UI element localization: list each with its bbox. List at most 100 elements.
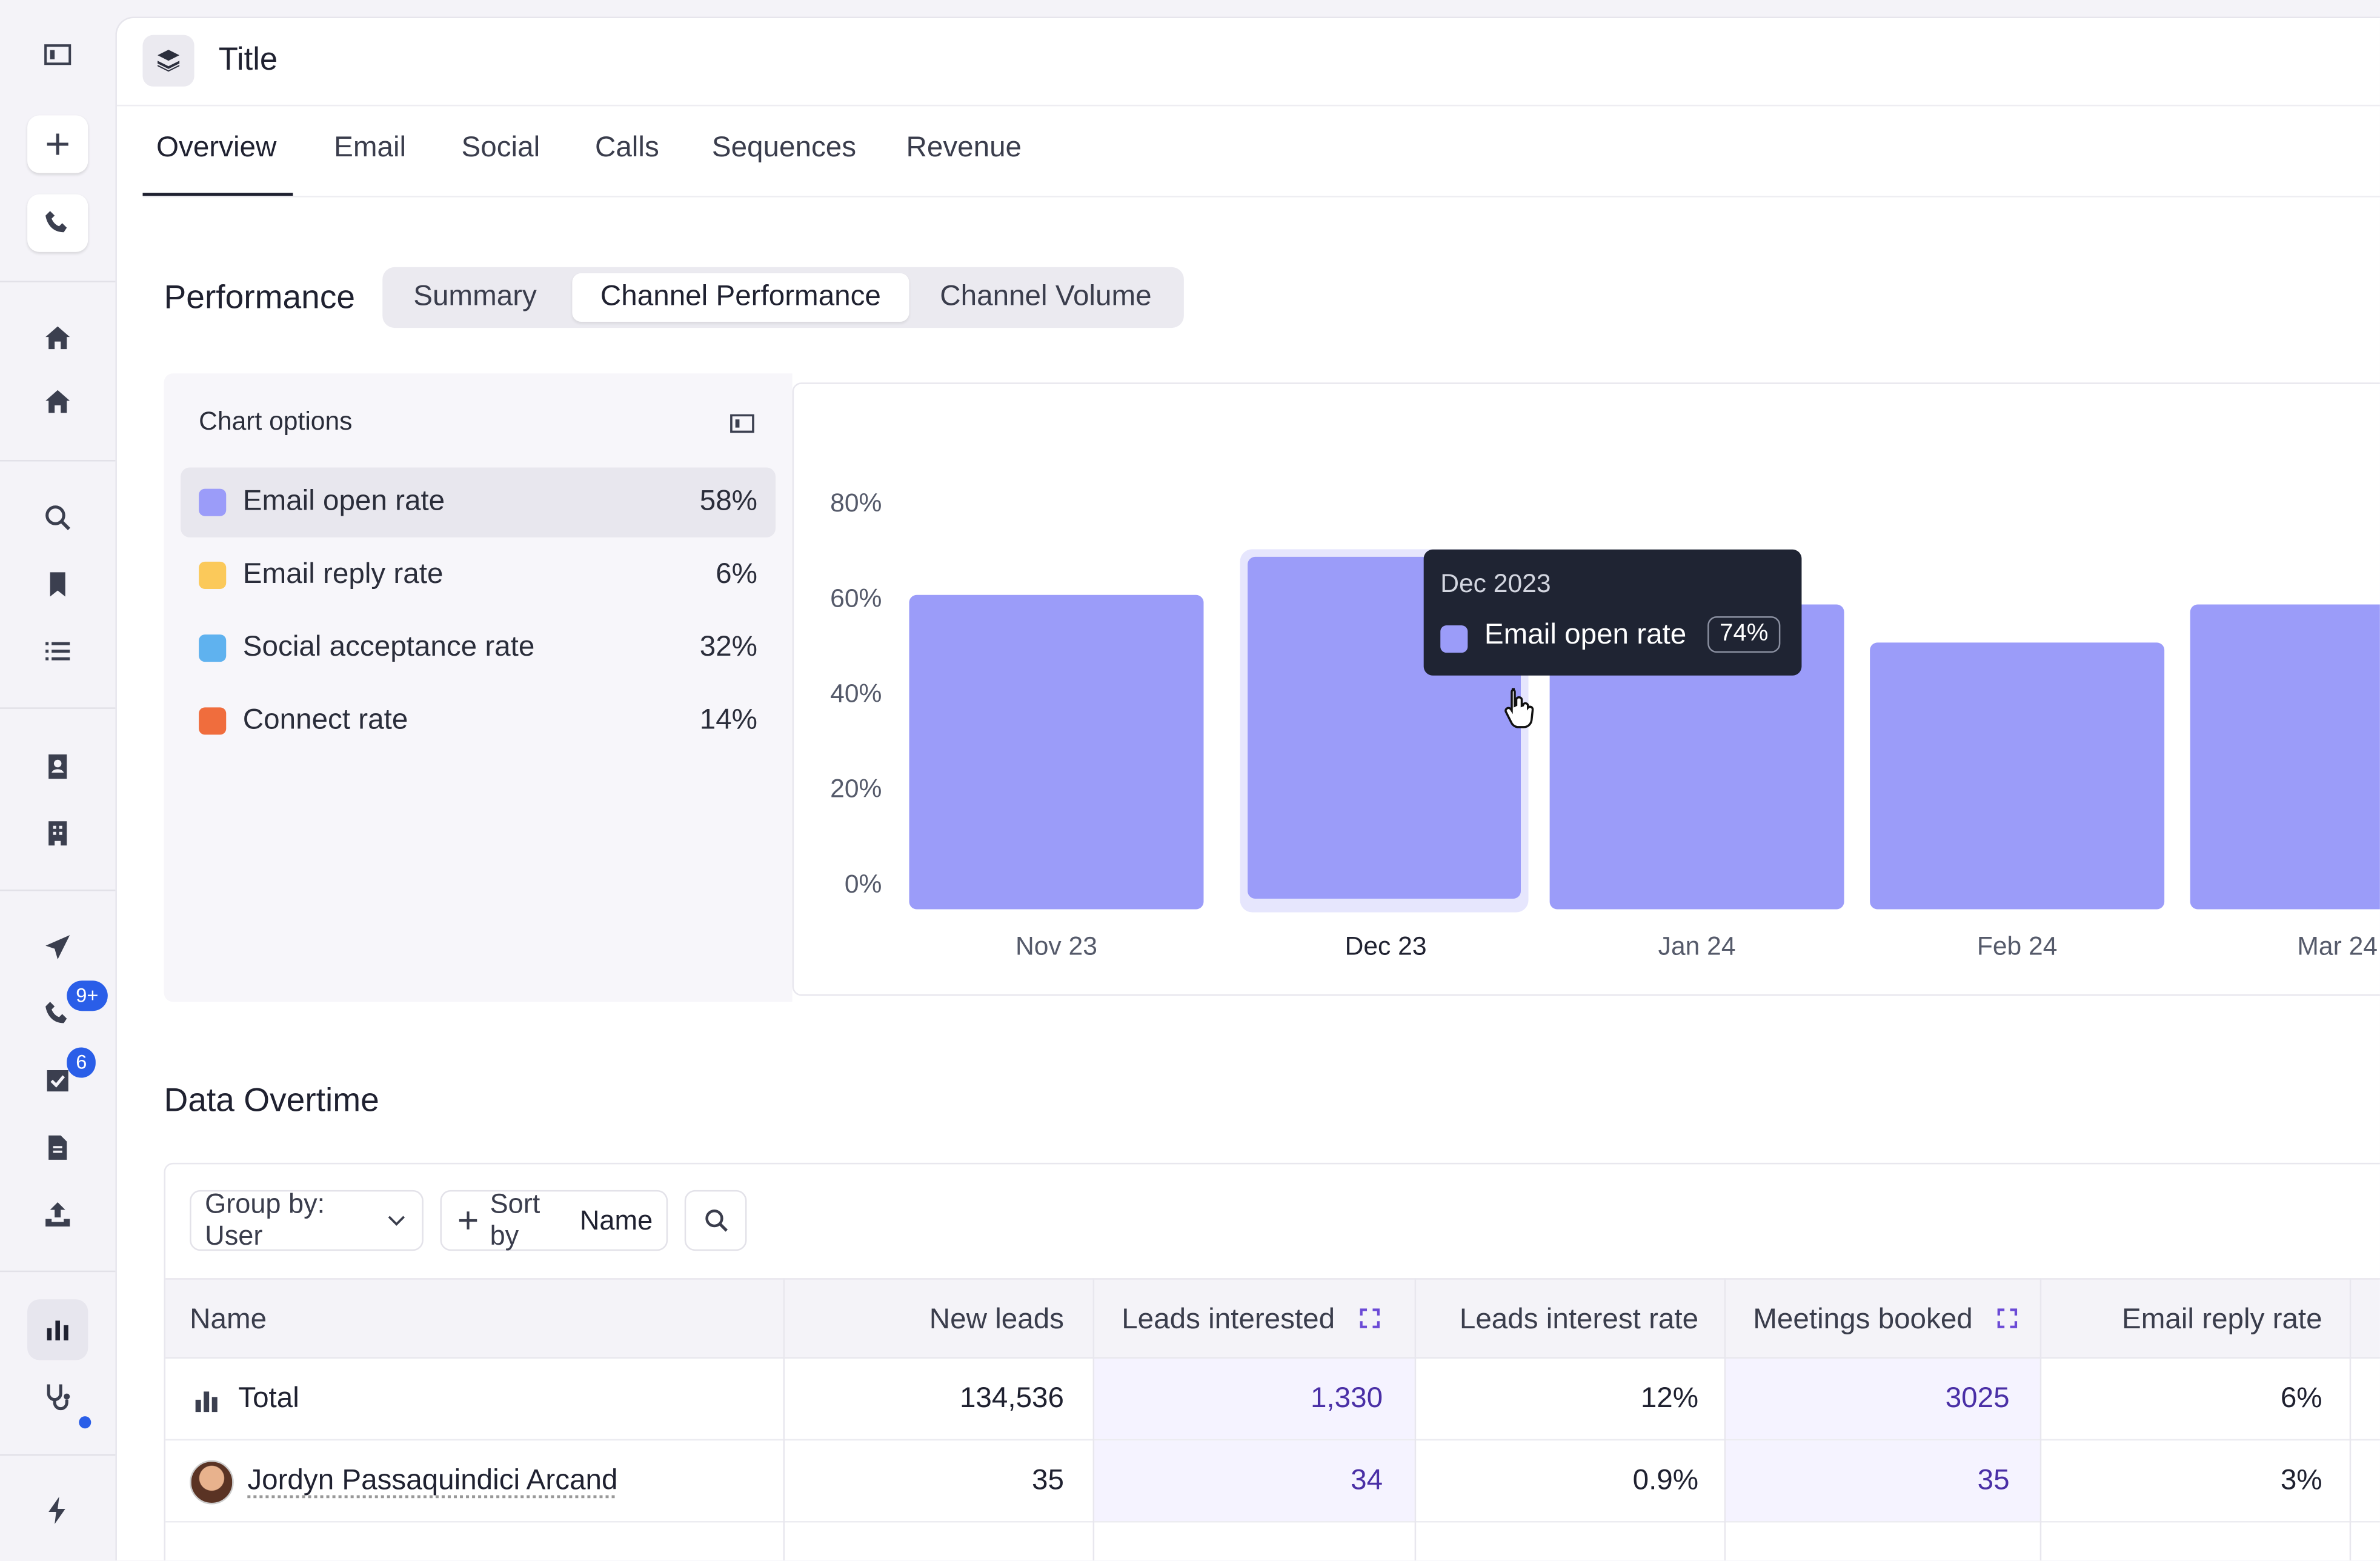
option-label: Email reply rate [242,558,444,591]
cell-meetings-booked[interactable]: 3025 [1945,1383,2010,1415]
bar-nov-23[interactable] [909,594,1204,910]
option-value: 6% [716,558,757,591]
col-email-reply-rate[interactable]: Email reply rate [2121,1303,2322,1336]
segment-channel-volume[interactable]: Channel Volume [940,281,1152,313]
option-value: 14% [699,704,757,736]
analytics-button[interactable] [27,1299,88,1360]
segment-summary[interactable]: Summary [413,281,537,313]
group-by-label: Group by: User [205,1188,325,1251]
layers-icon[interactable] [142,35,194,87]
expand-icon[interactable] [1358,1307,1381,1330]
sort-button[interactable]: Sort by Name [440,1188,668,1251]
bar-mar-24[interactable] [2190,604,2380,910]
cell-email-reply-rate: 3% [2280,1465,2322,1497]
stethoscope-icon[interactable] [27,1370,88,1424]
option-social-acceptance-rate[interactable]: Social acceptance rate 32% [181,613,776,683]
table-header: Name New leads Leads interested Leads in… [165,1278,2380,1359]
company-icon[interactable] [27,806,88,860]
tooltip-value: 74% [1707,616,1781,653]
swatch-email-open-rate [199,488,227,516]
tooltip-swatch [1440,625,1468,653]
cell-email-reply-rate: 6% [2280,1383,2322,1415]
segment-channel-performance[interactable]: Channel Performance [572,273,909,322]
col-name[interactable]: Name [190,1303,267,1336]
tab-overview[interactable]: Overview [156,131,277,164]
col-leads-interested-label: Leads interested [1122,1303,1335,1336]
calls-icon[interactable] [27,987,88,1041]
panel-toggle-icon[interactable] [725,407,759,440]
cell-leads-interested[interactable]: 34 [1351,1465,1383,1497]
option-email-open-rate[interactable]: Email open rate 58% [181,467,776,538]
bar-chart-icon [195,1391,218,1413]
x-tick-label: Dec 23 [1345,932,1427,961]
send-icon[interactable] [27,920,88,974]
tooltip-title: Dec 2023 [1440,569,1551,598]
upload-icon[interactable] [27,1187,88,1242]
cell-name: Total [238,1383,299,1415]
search-icon [705,1209,727,1232]
chart-options-panel: Chart options Email open rate 58% Email … [164,373,793,1002]
col-new-leads[interactable]: New leads [929,1303,1065,1336]
home-icon-2[interactable] [27,375,88,430]
option-label: Social acceptance rate [242,631,535,664]
calls-badge: 9+ [67,980,108,1011]
tab-revenue[interactable]: Revenue [906,131,1022,164]
table-search-button[interactable] [684,1190,747,1251]
tab-email[interactable]: Email [334,131,407,164]
top-bar: Title [116,18,2380,107]
new-button[interactable] [27,115,88,173]
document-icon[interactable] [27,1120,88,1175]
section-title-data-overtime: Data Overtime [164,1080,379,1119]
search-icon[interactable] [27,490,88,545]
option-label: Connect rate [242,704,408,736]
cell-interest-rate: 12% [1640,1383,1699,1415]
tab-social[interactable]: Social [461,131,540,164]
bookmark-icon[interactable] [27,557,88,611]
x-tick-label: Mar 24 [2297,932,2378,961]
plus-icon [459,1211,477,1230]
contacts-icon[interactable] [27,739,88,794]
data-table-card: Group by: User Sort by Name Name New lea… [164,1162,2380,1561]
avatar [190,1460,234,1505]
option-connect-rate[interactable]: Connect rate 14% [181,686,776,756]
tasks-icon[interactable] [27,1053,88,1108]
swatch-connect-rate [199,707,227,735]
hand-cursor-icon [1504,688,1534,728]
cell-new-leads: 35 [1032,1465,1065,1497]
bar-jan-24[interactable] [1549,604,1844,910]
sort-field: Name [579,1204,653,1235]
sidebar: 9+ 6 [0,0,116,1561]
swatch-email-reply-rate [199,561,227,589]
chevron-down-icon [387,1216,404,1226]
cell-interest-rate: 0.9% [1632,1465,1699,1497]
sidebar-toggle-icon[interactable] [27,27,88,82]
cell-name[interactable]: Jordyn Passaquindici Arcand [247,1465,618,1497]
tooltip-label: Email open rate [1484,619,1687,651]
lightning-icon[interactable] [27,1483,88,1537]
cell-leads-interested[interactable]: 1,330 [1310,1383,1383,1415]
home-icon[interactable] [27,311,88,366]
dialer-button[interactable] [27,194,88,252]
group-by-dropdown[interactable]: Group by: User [190,1188,424,1251]
option-value: 58% [699,485,757,518]
active-tab-indicator [142,193,293,196]
section-title-performance: Performance [164,278,356,316]
tab-sequences[interactable]: Sequences [711,131,857,164]
col-meetings-booked[interactable]: Meetings booked [1753,1304,2018,1337]
x-tick-label: Jan 24 [1658,932,1736,961]
table-row-total[interactable]: Total 134,536 1,330 12% 3025 6% [165,1358,2380,1441]
bar-feb-24[interactable] [1870,642,2165,910]
option-email-reply-rate[interactable]: Email reply rate 6% [181,541,776,610]
table-row[interactable]: Jordyn Passaquindici Arcand 35 34 0.9% 3… [165,1440,2380,1523]
expand-icon[interactable] [1996,1307,2019,1330]
x-tick-label: Feb 24 [1977,932,2058,961]
tab-calls[interactable]: Calls [594,131,659,164]
x-tick-label: Nov 23 [1015,932,1097,961]
y-tick-label: 80% [830,488,882,518]
list-icon[interactable] [27,624,88,679]
y-tick-label: 60% [830,584,882,613]
col-leads-interest-rate[interactable]: Leads interest rate [1459,1303,1699,1336]
col-leads-interested[interactable]: Leads interested [1122,1304,1381,1337]
chart-options-title: Chart options [199,407,353,436]
cell-meetings-booked[interactable]: 35 [1977,1465,2010,1497]
